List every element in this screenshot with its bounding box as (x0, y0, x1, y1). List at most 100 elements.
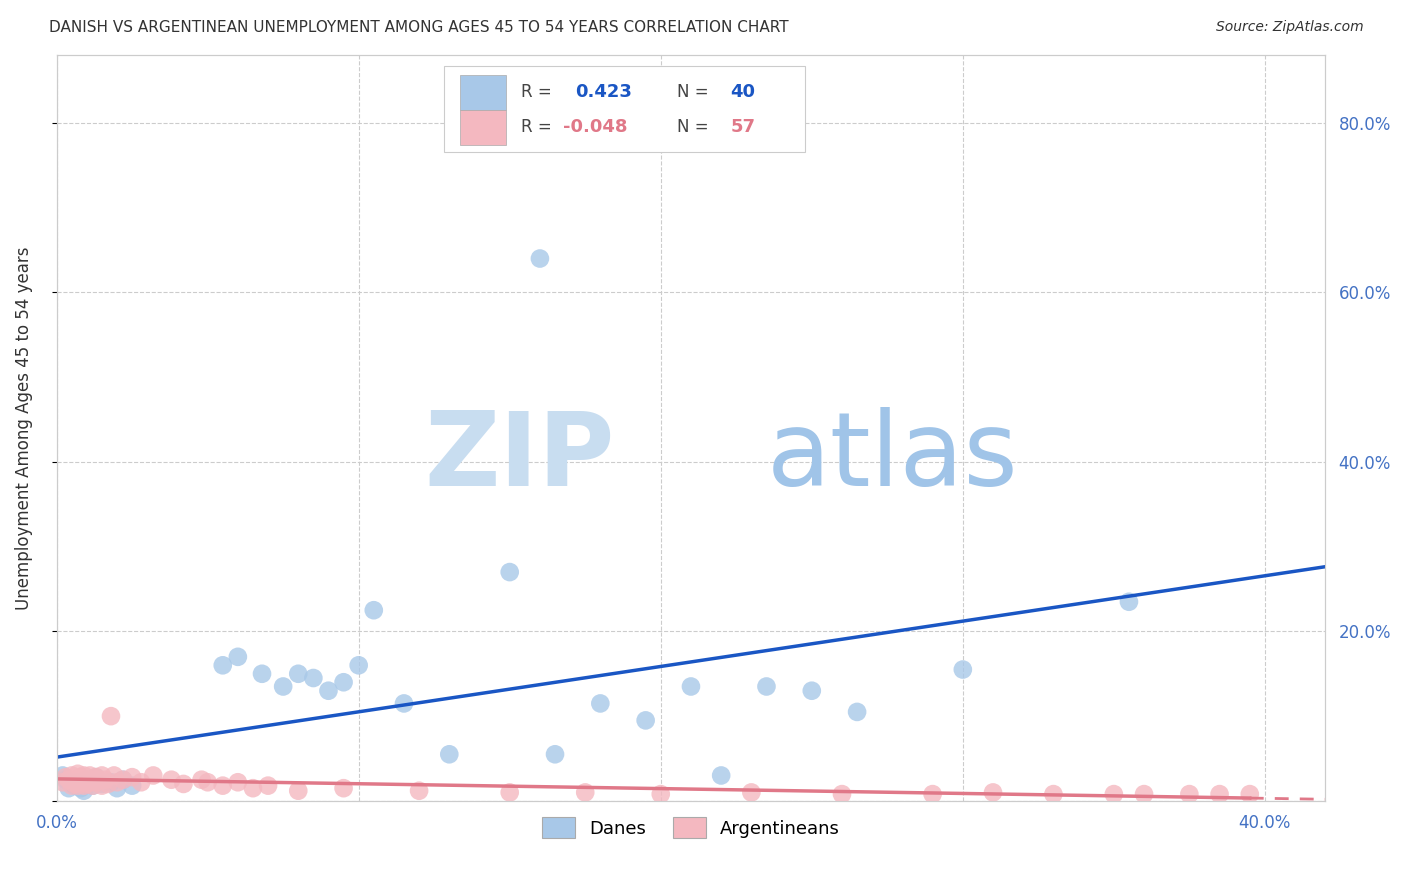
Point (634, 714, 657, 728)
Point (63, 779, 86, 793)
Point (1208, 787, 1230, 801)
Point (287, 783, 309, 797)
Point (499, 565, 522, 579)
Point (90, 768, 112, 782)
Point (84, 775, 107, 789)
Text: R =: R = (522, 84, 557, 102)
Point (981, 785, 1004, 799)
Point (73, 768, 96, 782)
Point (73, 783, 96, 797)
Point (121, 779, 143, 793)
Point (103, 768, 125, 782)
Point (100, 775, 122, 789)
Point (250, 666, 273, 681)
Point (650, 787, 672, 801)
Point (58, 772, 80, 787)
Text: 0.423: 0.423 (575, 84, 633, 102)
Point (82, 779, 104, 793)
Point (84, 770, 107, 784)
Point (84, 770, 107, 784)
Point (1178, 787, 1201, 801)
Point (66, 779, 89, 793)
Point (121, 770, 143, 784)
Point (82, 772, 104, 787)
Point (347, 658, 370, 673)
Point (52, 775, 75, 789)
Point (271, 680, 294, 694)
Point (529, 252, 551, 266)
Point (55, 772, 77, 787)
Point (211, 658, 233, 673)
Point (66, 766, 89, 780)
Point (921, 787, 943, 801)
Point (544, 747, 567, 762)
Text: 40: 40 (730, 84, 755, 102)
Text: N =: N = (678, 84, 714, 102)
FancyBboxPatch shape (460, 75, 506, 110)
Text: R =: R = (522, 119, 557, 136)
Point (1102, 787, 1125, 801)
Point (97, 777, 120, 791)
Point (63, 777, 86, 791)
Point (73, 779, 96, 793)
Point (100, 709, 122, 723)
Point (302, 671, 325, 685)
Text: N =: N = (678, 119, 714, 136)
FancyBboxPatch shape (460, 111, 506, 145)
Point (105, 775, 128, 789)
Point (76, 772, 98, 787)
Point (439, 747, 461, 762)
Point (710, 768, 733, 782)
Y-axis label: Unemployment Among Ages 45 to 54 years: Unemployment Among Ages 45 to 54 years (15, 246, 32, 610)
Point (76, 772, 98, 787)
Point (211, 779, 233, 793)
Point (589, 697, 612, 711)
Point (129, 775, 152, 789)
Point (226, 775, 249, 789)
Legend: Danes, Argentineans: Danes, Argentineans (534, 810, 846, 846)
Point (332, 781, 354, 796)
Point (318, 683, 340, 698)
Point (257, 779, 280, 793)
Point (94, 772, 117, 787)
Point (87, 772, 110, 787)
Point (740, 785, 762, 799)
Text: ZIP: ZIP (425, 408, 614, 508)
Point (287, 666, 309, 681)
Point (79, 775, 101, 789)
Point (197, 775, 219, 789)
Point (60, 777, 83, 791)
Point (242, 781, 264, 796)
Point (800, 683, 823, 698)
Point (142, 768, 165, 782)
Point (1118, 595, 1140, 609)
Point (63, 772, 86, 787)
Point (52, 768, 75, 782)
Point (499, 785, 522, 799)
Point (1239, 787, 1261, 801)
Point (332, 675, 354, 690)
Point (952, 663, 974, 677)
Point (69, 775, 91, 789)
Point (1042, 787, 1064, 801)
Point (60, 779, 83, 793)
FancyBboxPatch shape (443, 66, 806, 153)
Point (58, 781, 80, 796)
Point (69, 770, 91, 784)
Point (1133, 787, 1156, 801)
Point (60, 768, 83, 782)
Point (679, 680, 702, 694)
Point (90, 777, 112, 791)
Point (112, 772, 135, 787)
Point (90, 779, 112, 793)
Point (112, 772, 135, 787)
Point (55, 770, 77, 784)
Point (69, 781, 91, 796)
Point (755, 680, 778, 694)
Point (190, 772, 212, 787)
Point (408, 783, 430, 797)
Point (574, 785, 596, 799)
Text: DANISH VS ARGENTINEAN UNEMPLOYMENT AMONG AGES 45 TO 54 YEARS CORRELATION CHART: DANISH VS ARGENTINEAN UNEMPLOYMENT AMONG… (49, 20, 789, 35)
Point (226, 649, 249, 664)
Point (363, 603, 385, 617)
